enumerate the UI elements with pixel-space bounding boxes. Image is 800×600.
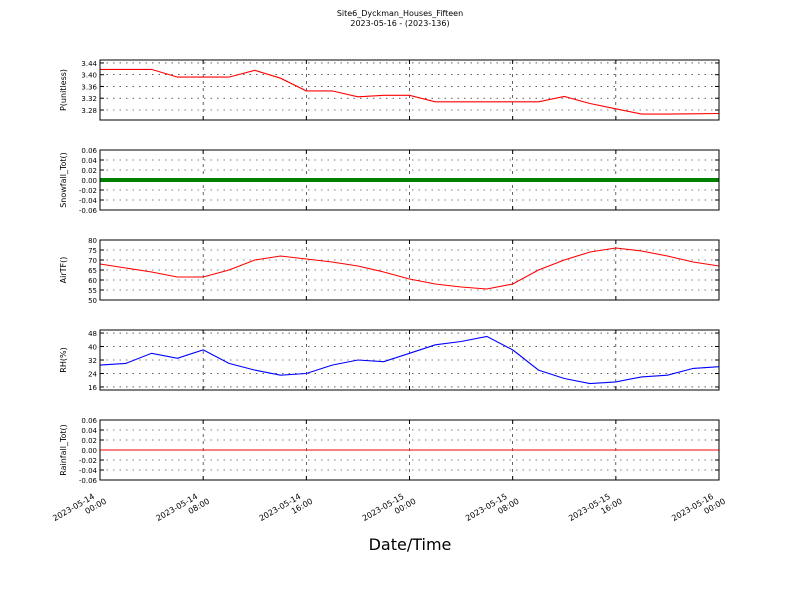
y-tick-label: 0.02: [81, 437, 97, 445]
y-tick-label: 0.00: [81, 177, 97, 185]
y-axis-label: Rainfall_Tot(): [59, 424, 68, 476]
x-tick-label: 2023-05-1600:00: [670, 488, 727, 532]
plot-frame: [99, 149, 720, 211]
x-tick-label: 2023-05-1416:00: [258, 488, 315, 532]
y-tick-label: 0.04: [81, 157, 97, 165]
y-tick-label: 0.02: [81, 167, 97, 175]
x-axis-label: Date/Time: [369, 535, 452, 554]
chart-title: Site6_Dyckman_Houses_Fifteen: [337, 9, 463, 18]
y-tick-label: 24: [88, 370, 97, 378]
y-tick-label: 3.40: [81, 72, 97, 80]
y-tick-label: 3.44: [81, 60, 97, 68]
y-tick-label: 0.06: [81, 417, 97, 425]
y-axis-label: Snowfall_Tot(): [59, 152, 68, 208]
y-tick-label: 48: [88, 330, 97, 338]
y-tick-label: 16: [88, 384, 97, 392]
y-tick-label: 0.00: [81, 447, 97, 455]
y-tick-label: 32: [88, 357, 97, 365]
y-axis-label: P(unitless): [59, 69, 68, 111]
chart-subtitle: 2023-05-16 - (2023-136): [350, 19, 449, 28]
x-tick-label: 2023-05-1500:00: [361, 488, 418, 532]
y-tick-label: -0.04: [79, 467, 98, 475]
data-line: [100, 68, 720, 115]
data-line: [99, 335, 720, 385]
plot-frame: [99, 239, 720, 301]
y-tick-label: -0.02: [79, 457, 97, 465]
y-tick-label: 0.06: [81, 147, 97, 155]
data-line: [99, 247, 720, 290]
y-tick-label: 0.04: [81, 427, 97, 435]
y-tick-label: -0.06: [79, 207, 98, 215]
y-tick-label: 80: [88, 237, 97, 245]
y-tick-label: 75: [88, 247, 97, 255]
y-tick-label: -0.04: [79, 197, 98, 205]
y-tick-label: 40: [88, 344, 97, 352]
y-tick-label: 3.28: [81, 107, 97, 115]
x-tick-label: 2023-05-1516:00: [567, 488, 624, 532]
y-axis-label: RH(%): [59, 347, 68, 372]
y-tick-label: 3.36: [81, 83, 97, 91]
x-tick-label: 2023-05-1400:00: [51, 488, 108, 532]
plot-frame: [99, 329, 720, 391]
y-tick-label: 50: [88, 297, 97, 305]
plot-frame: [99, 59, 720, 121]
x-tick-label: 2023-05-1408:00: [154, 488, 211, 532]
y-tick-label: 55: [88, 287, 97, 295]
x-tick-label: 2023-05-1508:00: [464, 488, 521, 532]
y-tick-label: -0.06: [79, 477, 98, 485]
y-tick-label: 70: [88, 257, 97, 265]
y-axis-label: AirTF(): [59, 257, 68, 284]
y-tick-label: 65: [88, 267, 97, 275]
y-tick-label: -0.02: [79, 187, 97, 195]
y-tick-label: 3.32: [81, 95, 97, 103]
y-tick-label: 60: [88, 277, 97, 285]
plot-frame: [99, 419, 720, 481]
